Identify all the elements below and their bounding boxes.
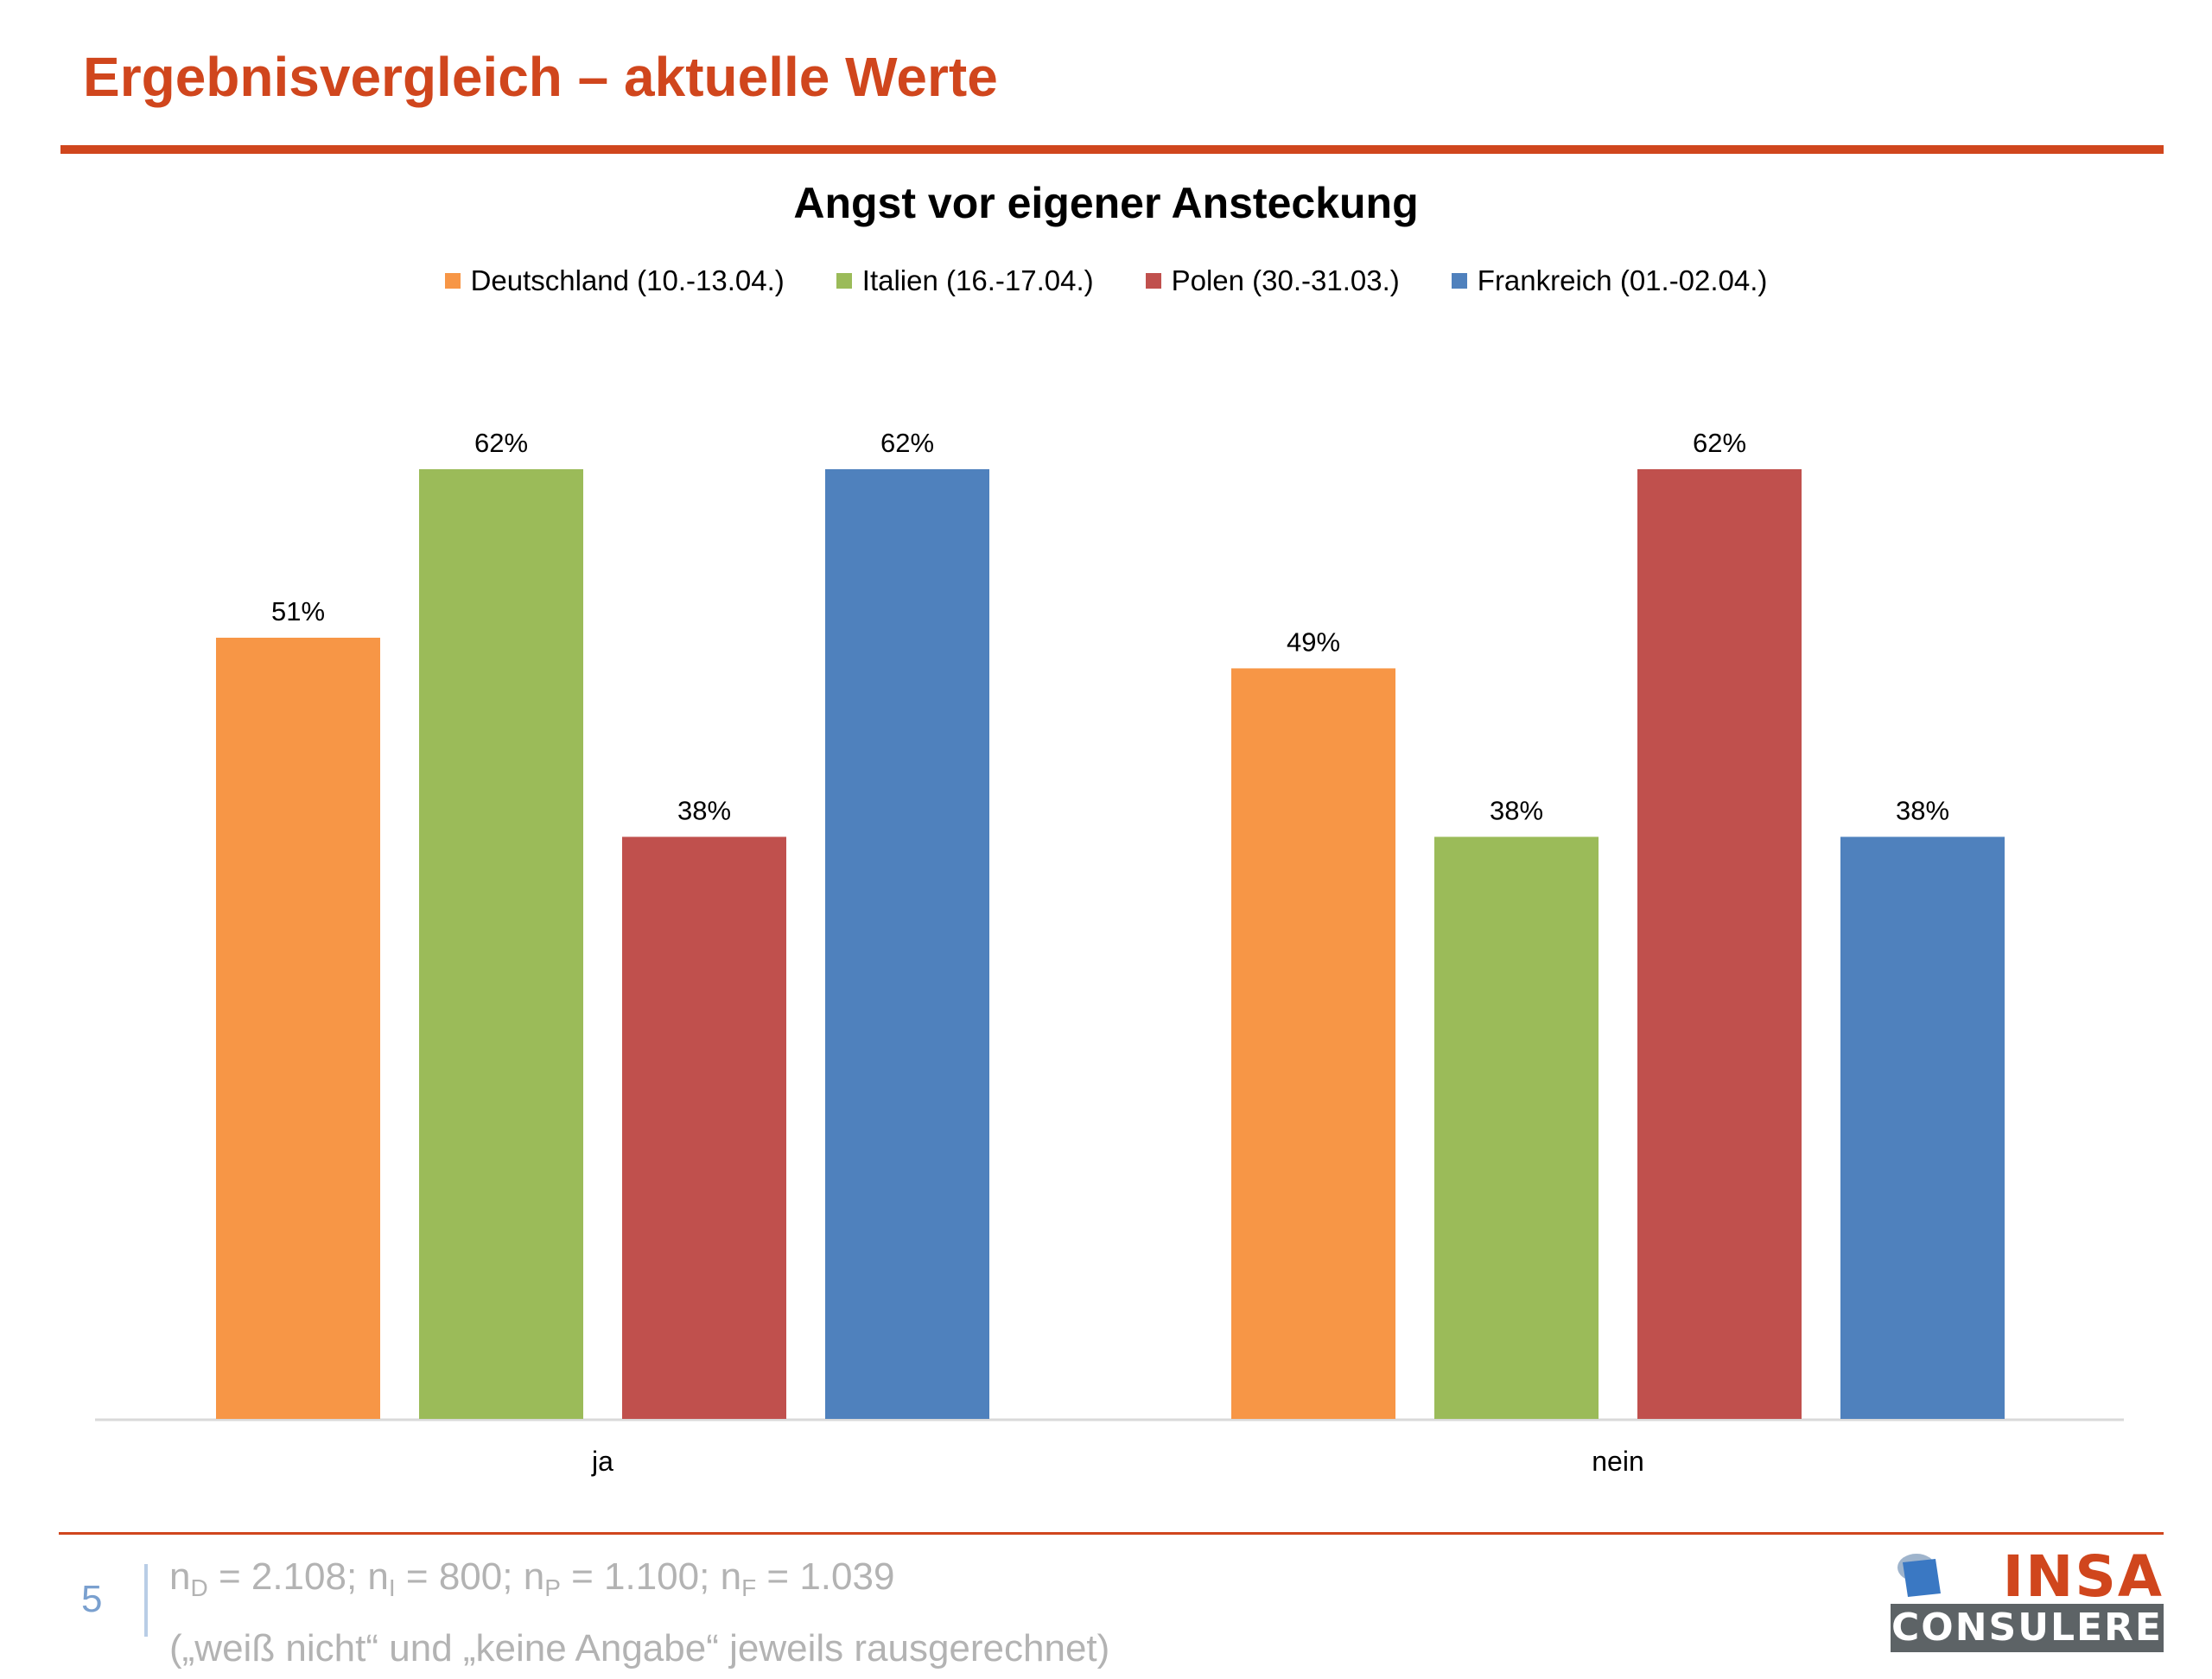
bar-ja-4	[825, 469, 989, 1419]
legend-swatch	[836, 273, 852, 289]
footnote-note: („weiß nicht“ und „keine Angabe“ jeweils…	[169, 1627, 1110, 1669]
bar-nein-3	[1637, 469, 1802, 1419]
logo-mark-icon	[1897, 1554, 1941, 1597]
legend-item-italien: Italien (16.-17.04.)	[836, 264, 1094, 297]
bar-ja-3	[622, 836, 786, 1419]
sample-size-p: nP = 1.100;	[523, 1555, 721, 1601]
sample-size-f: nF = 1.039	[720, 1555, 895, 1601]
logo-consulere-text: CONSULERE	[1891, 1604, 2164, 1652]
footer-rule	[59, 1532, 2164, 1535]
legend-item-polen: Polen (30.-31.03.)	[1145, 264, 1400, 297]
data-label: 38%	[1896, 795, 1949, 825]
logo-insa-text: INSA	[2002, 1543, 2164, 1610]
data-label: 62%	[880, 428, 934, 458]
legend-item-deutschland: Deutschland (10.-13.04.)	[444, 264, 785, 297]
insa-consulere-logo: INSA CONSULERE	[1891, 1543, 2164, 1652]
data-label: 38%	[1490, 795, 1543, 825]
legend-label: Polen (30.-31.03.)	[1171, 264, 1400, 296]
chart-legend: Deutschland (10.-13.04.) Italien (16.-17…	[0, 264, 2212, 297]
bar-nein-2	[1434, 836, 1599, 1419]
legend-item-frankreich: Frankreich (01.-02.04.)	[1451, 264, 1768, 297]
data-label: 51%	[271, 596, 325, 626]
category-label: ja	[591, 1446, 613, 1477]
sample-size-d: nD = 2.108;	[169, 1555, 368, 1601]
page-number: 5	[81, 1578, 103, 1620]
slide-title: Ergebnisvergleich – aktuelle Werte	[83, 46, 998, 108]
bar-ja-1	[216, 637, 380, 1419]
legend-swatch	[444, 273, 461, 289]
legend-swatch	[1145, 273, 1161, 289]
legend-label: Deutschland (10.-13.04.)	[470, 264, 785, 296]
bar-ja-2	[419, 469, 583, 1419]
footer-divider	[144, 1564, 148, 1637]
sample-sizes: nD = 2.108; nI = 800; nP = 1.100; nF = 1…	[169, 1547, 1109, 1619]
sample-size-i: nI = 800;	[367, 1555, 524, 1601]
legend-label: Italien (16.-17.04.)	[861, 264, 1094, 296]
legend-label: Frankreich (01.-02.04.)	[1477, 264, 1768, 296]
data-label: 62%	[1693, 428, 1746, 458]
bar-nein-4	[1840, 836, 2005, 1419]
data-label: 38%	[677, 795, 731, 825]
chart-title: Angst vor eigener Ansteckung	[793, 179, 1419, 227]
footnote: nD = 2.108; nI = 800; nP = 1.100; nF = 1…	[169, 1547, 1109, 1679]
data-label: 49%	[1287, 626, 1340, 657]
category-label: nein	[1592, 1446, 1644, 1477]
legend-swatch	[1451, 273, 1467, 289]
data-label: 62%	[474, 428, 528, 458]
title-rule	[60, 145, 2164, 154]
bar-nein-1	[1231, 668, 1395, 1419]
